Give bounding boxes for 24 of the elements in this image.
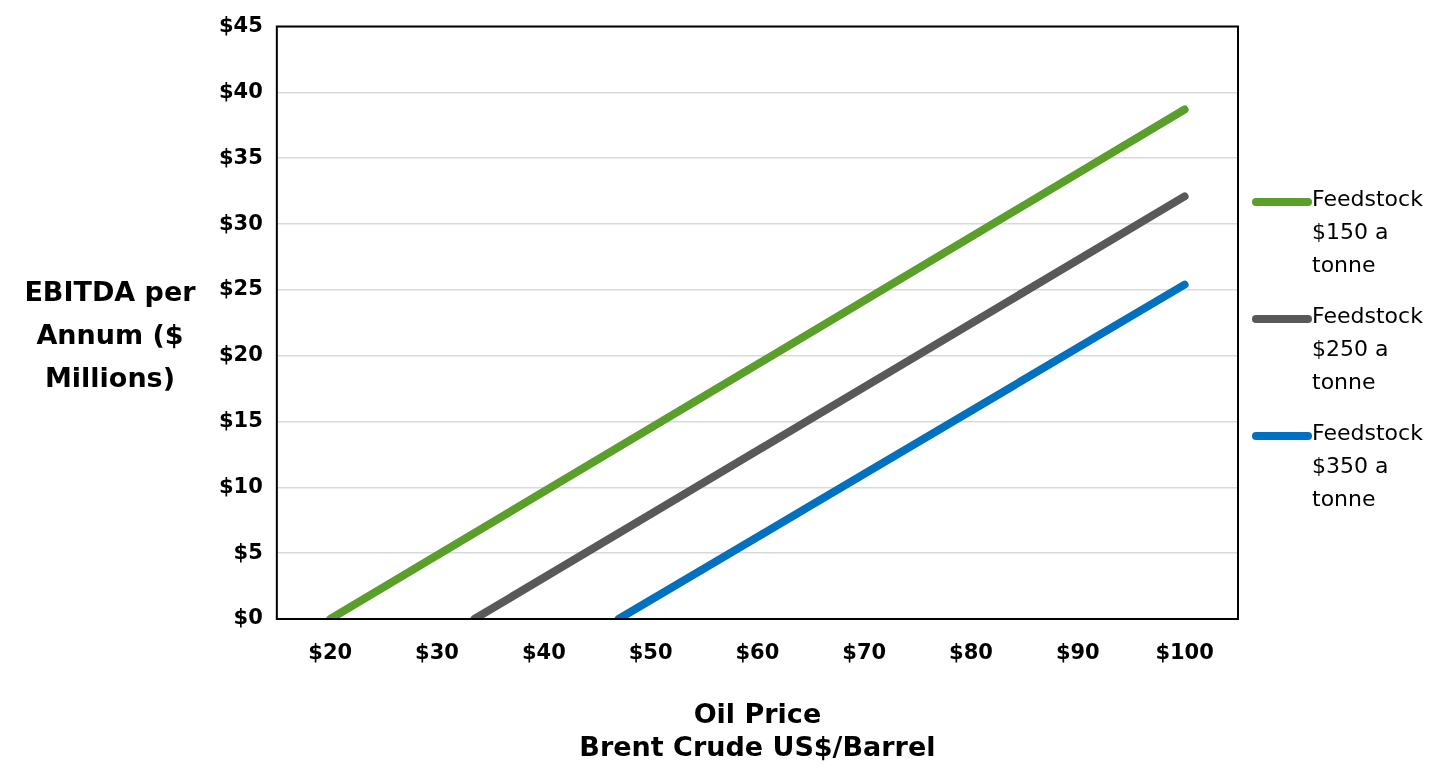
x-axis-title: Oil Price Brent Crude US$/Barrel <box>579 698 936 762</box>
x-tick-label: $40 <box>521 640 566 665</box>
y-tick-label: $45 <box>218 13 263 38</box>
x-tick-label: $50 <box>628 640 673 665</box>
y-tick-label: $35 <box>218 144 263 169</box>
y-tick-label: $0 <box>233 605 263 630</box>
x-tick-label: $60 <box>735 640 780 665</box>
y-axis-title: EBITDA per Annum ($ Millions) <box>23 275 197 395</box>
legend-label: Feedstock $350 a tonne <box>1312 419 1424 513</box>
y-tick-label: $40 <box>218 78 263 103</box>
y-tick-label: $25 <box>218 276 263 301</box>
legend-label: Feedstock $250 a tonne <box>1312 302 1424 396</box>
y-tick-label: $15 <box>218 407 263 432</box>
y-tick-label: $10 <box>218 473 263 498</box>
x-tick-label: $20 <box>308 640 353 665</box>
x-tick-label: $100 <box>1155 640 1214 665</box>
x-tick-label: $80 <box>949 640 993 665</box>
legend-label: Feedstock $150 a tonne <box>1312 185 1424 279</box>
x-tick-label: $90 <box>1055 640 1100 665</box>
y-tick-label: $30 <box>218 210 263 235</box>
y-tick-label: $5 <box>233 539 263 564</box>
x-tick-label: $30 <box>415 640 459 665</box>
y-tick-label: $20 <box>218 342 263 367</box>
x-tick-label: $70 <box>842 640 887 665</box>
